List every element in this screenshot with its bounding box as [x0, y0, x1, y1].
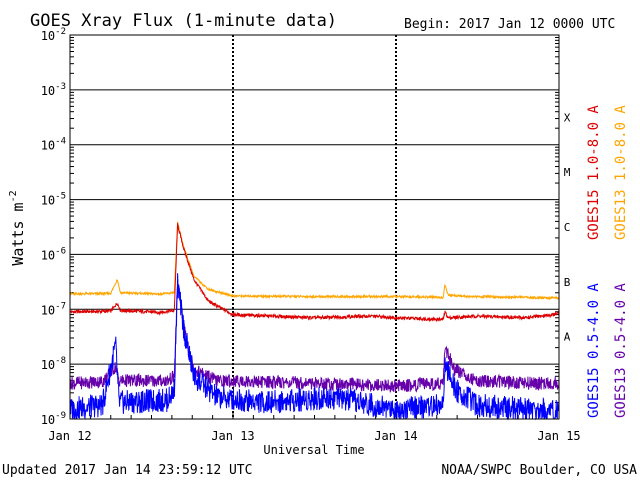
- series-line-3: [69, 284, 560, 393]
- y-tick-base: 10: [41, 84, 55, 98]
- flare-class-A: A: [564, 331, 571, 344]
- x-tick-label: Jan 15: [537, 429, 580, 443]
- y-axis-label-base: Watts m: [9, 202, 27, 265]
- y-tick-base: 10: [41, 413, 55, 427]
- y-tick-base: 10: [41, 303, 55, 317]
- y-axis-label: Watts m-2: [8, 190, 27, 265]
- y-tick-base: 10: [41, 358, 55, 372]
- footer-updated: Updated 2017 Jan 14 23:59:12 UTC: [2, 463, 252, 478]
- flare-class-labels: A B C M X: [564, 111, 571, 343]
- footer-credit: NOAA/SWPC Boulder, CO USA: [441, 463, 637, 478]
- x-tick-label: Jan 12: [48, 429, 91, 443]
- svg-text:Watts m-2: Watts m-2: [8, 190, 27, 265]
- y-tick-label: 10-9: [41, 411, 66, 427]
- flare-class-B: B: [564, 276, 571, 289]
- flare-class-C: C: [564, 221, 571, 234]
- y-tick-base: 10: [41, 194, 55, 208]
- y-tick-label: 10-3: [41, 82, 66, 98]
- y-tick-exp: -5: [55, 192, 66, 202]
- y-tick-label: 10-4: [41, 137, 66, 153]
- x-tick-labels: Jan 12 Jan 13 Jan 14 Jan 15: [48, 429, 580, 443]
- y-tick-exp: -4: [55, 137, 66, 147]
- grid-lines: [69, 35, 560, 419]
- y-tick-label: 10-8: [41, 356, 66, 372]
- y-tick-base: 10: [41, 139, 55, 153]
- plot-frame: [69, 34, 560, 420]
- y-tick-exp: -7: [55, 301, 66, 311]
- x-tick-label: Jan 14: [374, 429, 417, 443]
- x-axis-label: Universal Time: [263, 443, 364, 457]
- legend: GOES15 1.0-8.0 A GOES13 1.0-8.0 A GOES15 0…: [586, 105, 629, 418]
- chart-title: GOES Xray Flux (1-minute data): [30, 11, 337, 31]
- y-axis-label-exp: -2: [8, 190, 19, 202]
- y-tick-exp: -3: [55, 82, 66, 92]
- flare-class-M: M: [564, 166, 571, 179]
- y-tick-label: 10-7: [41, 301, 66, 317]
- y-tick-exp: -6: [55, 246, 66, 256]
- y-tick-exp: -2: [55, 27, 66, 37]
- series-line-0: [69, 222, 560, 323]
- legend-entry-3: GOES13 0.5-4.0 A: [613, 283, 629, 418]
- legend-entry-0: GOES15 1.0-8.0 A: [586, 105, 602, 240]
- flare-class-X: X: [564, 111, 571, 124]
- y-tick-labels: 10-910-810-710-610-510-410-310-2: [41, 27, 66, 427]
- y-tick-label: 10-5: [41, 192, 66, 208]
- y-tick-base: 10: [41, 29, 55, 43]
- x-tick-label: Jan 13: [211, 429, 254, 443]
- y-tick-exp: -8: [55, 356, 66, 366]
- series-line-2: [69, 273, 560, 421]
- series-lines: [69, 221, 560, 421]
- y-tick-exp: -9: [55, 411, 66, 421]
- legend-entry-1: GOES13 1.0-8.0 A: [613, 105, 629, 240]
- y-tick-label: 10-2: [41, 27, 66, 43]
- begin-label: Begin: 2017 Jan 12 0000 UTC: [404, 17, 615, 32]
- legend-entry-2: GOES15 0.5-4.0 A: [586, 283, 602, 418]
- y-tick-label: 10-6: [41, 246, 66, 262]
- y-tick-base: 10: [41, 248, 55, 262]
- series-line-1: [69, 221, 560, 301]
